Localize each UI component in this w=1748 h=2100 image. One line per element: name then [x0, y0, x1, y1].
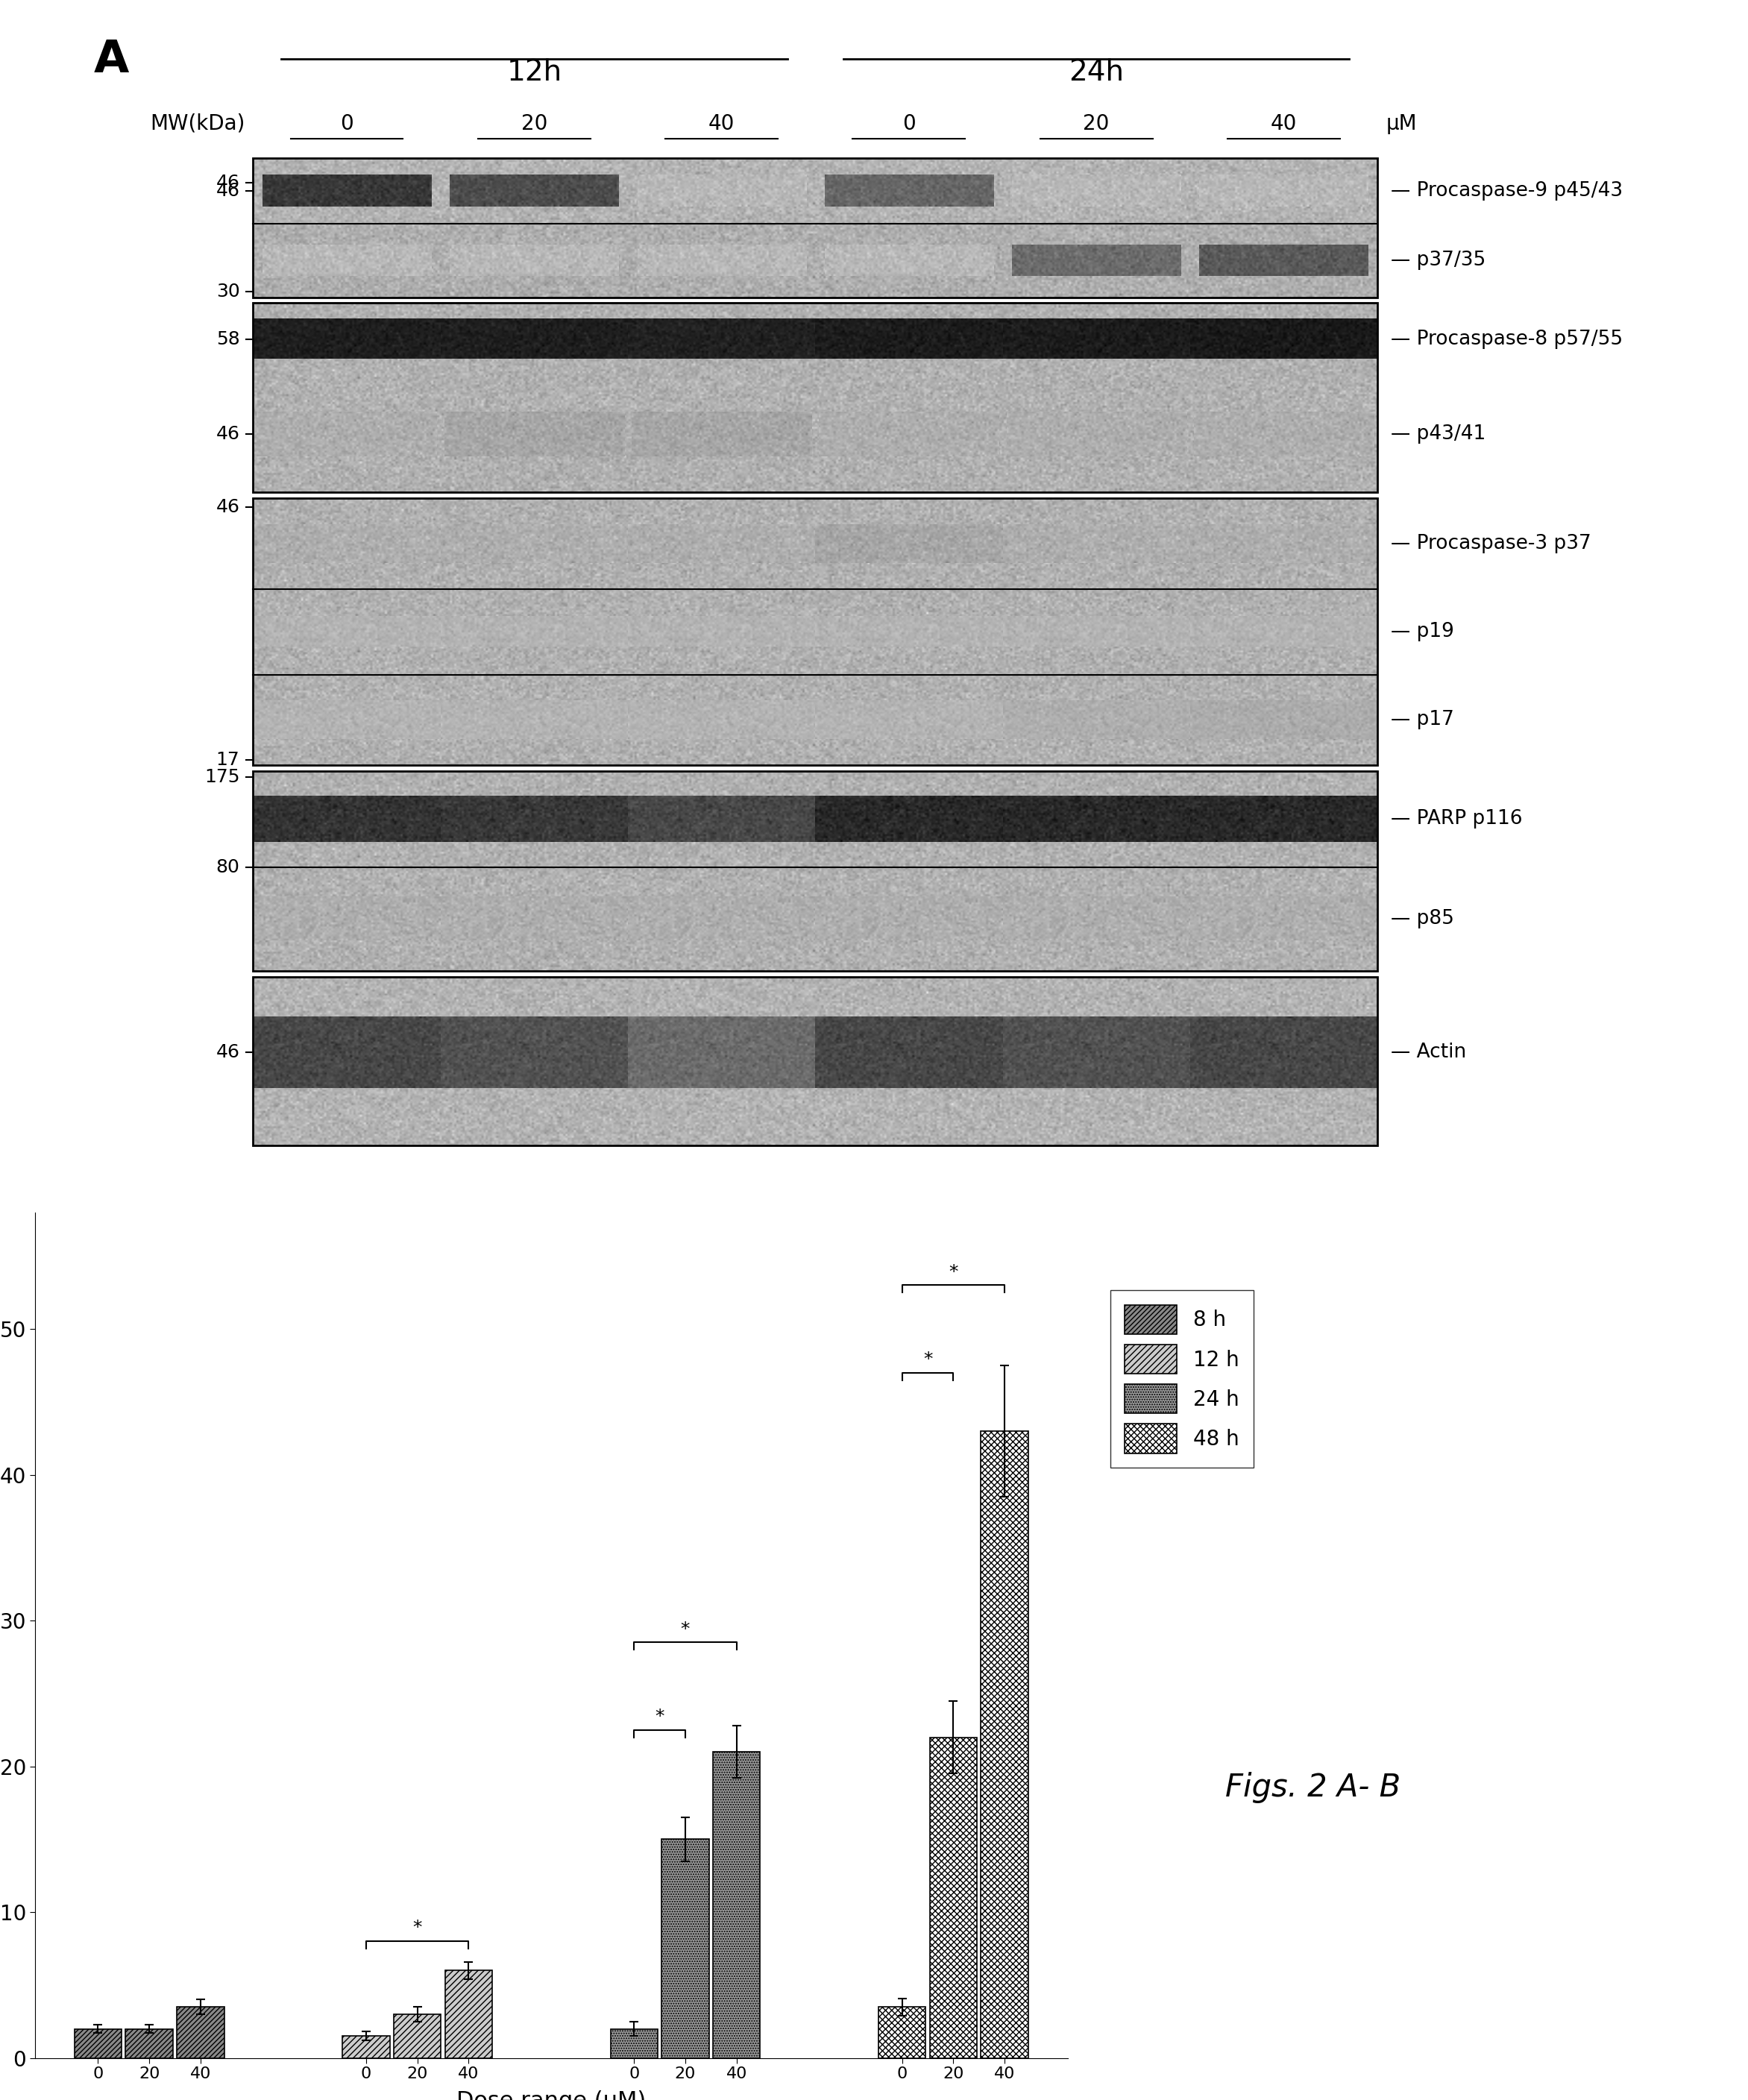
Text: *: * [413, 1919, 421, 1936]
Text: — p37/35: — p37/35 [1391, 250, 1486, 271]
Bar [253, 498, 1377, 764]
Bar [253, 976, 1377, 1144]
Text: 40: 40 [708, 113, 734, 134]
Text: 46: 46 [215, 183, 239, 199]
Text: 17: 17 [217, 750, 239, 769]
Text: 175: 175 [205, 769, 239, 785]
Bar [126, 2029, 173, 2058]
Text: — Actin: — Actin [1391, 1044, 1467, 1063]
Text: 46: 46 [215, 1044, 239, 1060]
Bar [713, 1751, 760, 2058]
Text: 46: 46 [215, 424, 239, 443]
Text: Figs. 2 A- B: Figs. 2 A- B [1225, 1772, 1400, 1804]
Text: — p17: — p17 [1391, 710, 1454, 729]
Text: *: * [923, 1350, 932, 1369]
Bar [393, 2014, 440, 2058]
Text: 24h: 24h [1068, 59, 1124, 86]
Text: — p85: — p85 [1391, 909, 1454, 928]
Text: 58: 58 [217, 330, 239, 349]
Text: *: * [656, 1707, 664, 1726]
Text: 12h: 12h [507, 59, 561, 86]
Text: 0: 0 [902, 113, 916, 134]
Text: MW(kDa): MW(kDa) [150, 113, 245, 134]
Bar [253, 158, 1377, 298]
Text: μM: μM [1386, 113, 1418, 134]
Text: A: A [94, 38, 129, 82]
Legend: 8 h, 12 h, 24 h, 48 h: 8 h, 12 h, 24 h, 48 h [1110, 1289, 1253, 1468]
Text: — Procaspase-3 p37: — Procaspase-3 p37 [1391, 533, 1591, 552]
Text: — PARP p116: — PARP p116 [1391, 808, 1523, 830]
Text: 20: 20 [1084, 113, 1110, 134]
Text: 20: 20 [521, 113, 547, 134]
Bar [610, 2029, 657, 2058]
Text: 46: 46 [215, 498, 239, 517]
Bar [879, 2008, 926, 2058]
Text: — p19: — p19 [1391, 622, 1454, 640]
Bar [662, 1840, 710, 2058]
Text: 46: 46 [215, 174, 239, 191]
Text: 80: 80 [217, 859, 239, 876]
Bar [981, 1430, 1028, 2058]
Text: 0: 0 [341, 113, 353, 134]
Text: *: * [949, 1262, 958, 1281]
Bar [75, 2029, 122, 2058]
Bar [343, 2037, 390, 2058]
Bar [253, 771, 1377, 970]
Text: 30: 30 [217, 284, 239, 300]
Text: — Procaspase-8 p57/55: — Procaspase-8 p57/55 [1391, 330, 1622, 349]
Bar [177, 2008, 224, 2058]
X-axis label: Dose range (μM): Dose range (μM) [456, 2090, 647, 2100]
Bar [446, 1970, 493, 2058]
Bar [253, 302, 1377, 494]
Text: — Procaspase-9 p45/43: — Procaspase-9 p45/43 [1391, 181, 1622, 199]
Text: 40: 40 [1271, 113, 1297, 134]
Text: — p43/41: — p43/41 [1391, 424, 1486, 443]
Bar [930, 1737, 977, 2058]
Text: *: * [680, 1621, 690, 1638]
